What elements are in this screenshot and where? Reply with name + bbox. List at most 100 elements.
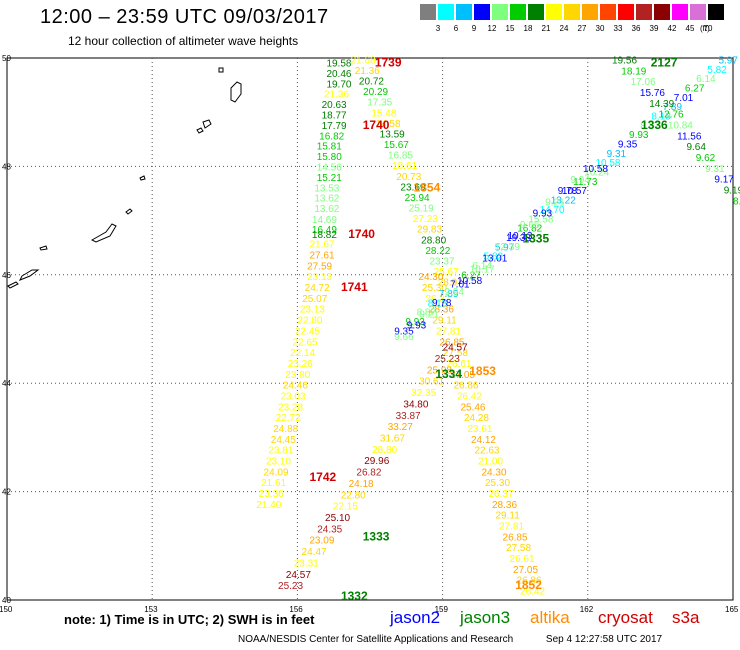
color-scale-label: 21 (541, 24, 551, 33)
wave-height-label: 25.07 (302, 294, 327, 305)
jason3-track-label: 9.35 (394, 326, 414, 337)
jason3-track-label: 10.24 (584, 168, 609, 179)
jason2-track-label: 12.76 (659, 110, 684, 121)
altika-track-label: 26.37 (488, 489, 513, 500)
altika-track-label: 24.12 (471, 435, 496, 446)
color-swatch (654, 4, 671, 20)
color-swatch (438, 4, 455, 20)
island-outline (90, 223, 117, 243)
wave-height-label: 20.46 (326, 69, 351, 80)
altika-track-label: 27.58 (506, 543, 531, 554)
jason2-track-label: 9.21 (419, 309, 439, 320)
timestamp-text: Sep 4 12:27:58 UTC 2017 (545, 634, 663, 645)
cryosat-track-label: 28.80 (372, 445, 397, 456)
altika-track-label: 15.67 (384, 140, 409, 151)
altika-track-label: 25.19 (409, 204, 434, 215)
cryosat-track-label: 25.23 (278, 581, 303, 592)
altika-track-label: 28.22 (425, 246, 450, 257)
orbit-number-label: 1740 (363, 118, 390, 132)
jason3-track-label: 19.38 (506, 233, 531, 244)
jason3-track-label: 6.14 (696, 74, 716, 85)
jason3-track-label: 15.58 (528, 214, 553, 225)
island-outline (125, 208, 133, 215)
legend-item-s3a: s3a (672, 608, 700, 627)
lat-tick-label: 44 (2, 379, 11, 388)
altika-track-label: 26.86 (517, 576, 542, 587)
jason3-track-label: 9.35 (618, 140, 638, 151)
island-outline (139, 175, 146, 181)
island-outline (230, 81, 242, 103)
jason2-track-label: 10.17 (470, 265, 495, 276)
wave-height-label: 23.36 (259, 489, 284, 500)
altika-track-label: 26.37 (425, 294, 450, 305)
jason3-track-label: 5.97 (495, 242, 515, 253)
color-swatch (600, 4, 617, 20)
jason3-track-label: 10.57 (562, 186, 587, 197)
altika-track-label: 28.97 (438, 278, 463, 289)
jason3-track-label: 5.82 (484, 252, 504, 263)
altika-track-label: 26.85 (503, 532, 528, 543)
jason3-track-label: 8.87 (640, 121, 660, 132)
altika-track-label: 13.59 (380, 129, 405, 140)
orbit-number-label: 1742 (310, 470, 337, 484)
color-scale-label: 42 (667, 24, 677, 33)
jason2-track-label: 10.58 (457, 276, 482, 287)
orbit-number-label: 1854 (414, 180, 441, 194)
wave-height-label: 24.46 (283, 381, 308, 392)
orbit-number-label: 1852 (515, 578, 542, 592)
wave-height-label: 27.61 (310, 251, 335, 262)
wave-height-label: 14.69 (312, 215, 337, 226)
orbit-number-label: 2127 (651, 56, 678, 70)
altika-track-label: 14.58 (376, 119, 401, 130)
wave-height-label: 15.81 (317, 142, 342, 153)
wave-height-label: 14.56 (317, 163, 342, 174)
jason2-track-label: 17.06 (631, 77, 656, 88)
jason3-track-label: 7.89 (439, 289, 459, 300)
island-outline (196, 127, 204, 134)
color-scale-label: 18 (523, 24, 533, 33)
lat-tick-label: 46 (2, 271, 11, 280)
jason2-track-label: 9.94 (570, 175, 590, 186)
jason2-track-label: 9.93 (407, 321, 427, 332)
credit-line: NOAA/NESDIS Center for Satellite Applica… (238, 634, 662, 645)
color-swatch (618, 4, 635, 20)
jason2-track-label: 19.56 (612, 55, 637, 66)
altika-track-label: 29.11 (496, 511, 521, 522)
lat-tick-label: 48 (2, 162, 11, 171)
jason2-track-label: 18.19 (621, 66, 646, 77)
altika-track-label: 25.30 (422, 283, 447, 294)
altika-track-label: 20.72 (359, 77, 384, 88)
cryosat-track-label: 23.31 (294, 558, 319, 569)
color-scale-label: 30 (595, 24, 605, 33)
cryosat-track-label: 33.87 (396, 411, 421, 422)
cryosat-track-label: 30.61 (419, 377, 444, 388)
altika-track-label: 25.46 (460, 402, 485, 413)
legend-item-jason3: jason3 (460, 608, 511, 627)
color-scale-label: 39 (649, 24, 659, 33)
cryosat-track-label: 22.15 (333, 502, 358, 513)
wave-height-label: 21.67 (310, 240, 335, 251)
lon-tick-label: 150 (0, 605, 13, 614)
credit-text: NOAA/NESDIS Center for Satellite Applica… (238, 634, 514, 645)
wave-height-label: 22.72 (276, 413, 301, 424)
cryosat-track-label: 26.82 (356, 468, 381, 479)
altika-track-label: 23.69 (400, 182, 425, 193)
color-scale-label: 36 (631, 24, 641, 33)
cryosat-track-label: 33.27 (388, 422, 413, 433)
color-scale-label: 33 (613, 24, 623, 33)
jason3-track-label: 8.87 (417, 308, 437, 319)
altika-track-label: 26.61 (510, 554, 535, 565)
color-swatch (564, 4, 581, 20)
color-scale-label: 15 (505, 24, 515, 33)
altika-track-label: 17.35 (367, 98, 392, 109)
jason3-track-label: 8.13 (428, 298, 448, 309)
altika-track-label: 28.80 (421, 235, 446, 246)
jason3-track-label: 9.93 (405, 317, 425, 328)
jason2-track-label: 9.93 (533, 209, 553, 220)
jason3-track-label: 11.73 (573, 177, 598, 188)
cryosat-track-label: 24.35 (317, 524, 342, 535)
jason2-track-label: 9.78 (558, 186, 578, 197)
color-swatch (708, 4, 725, 20)
wave-height-label: 19.58 (326, 59, 351, 70)
cryosat-track-label: 29.96 (364, 456, 389, 467)
